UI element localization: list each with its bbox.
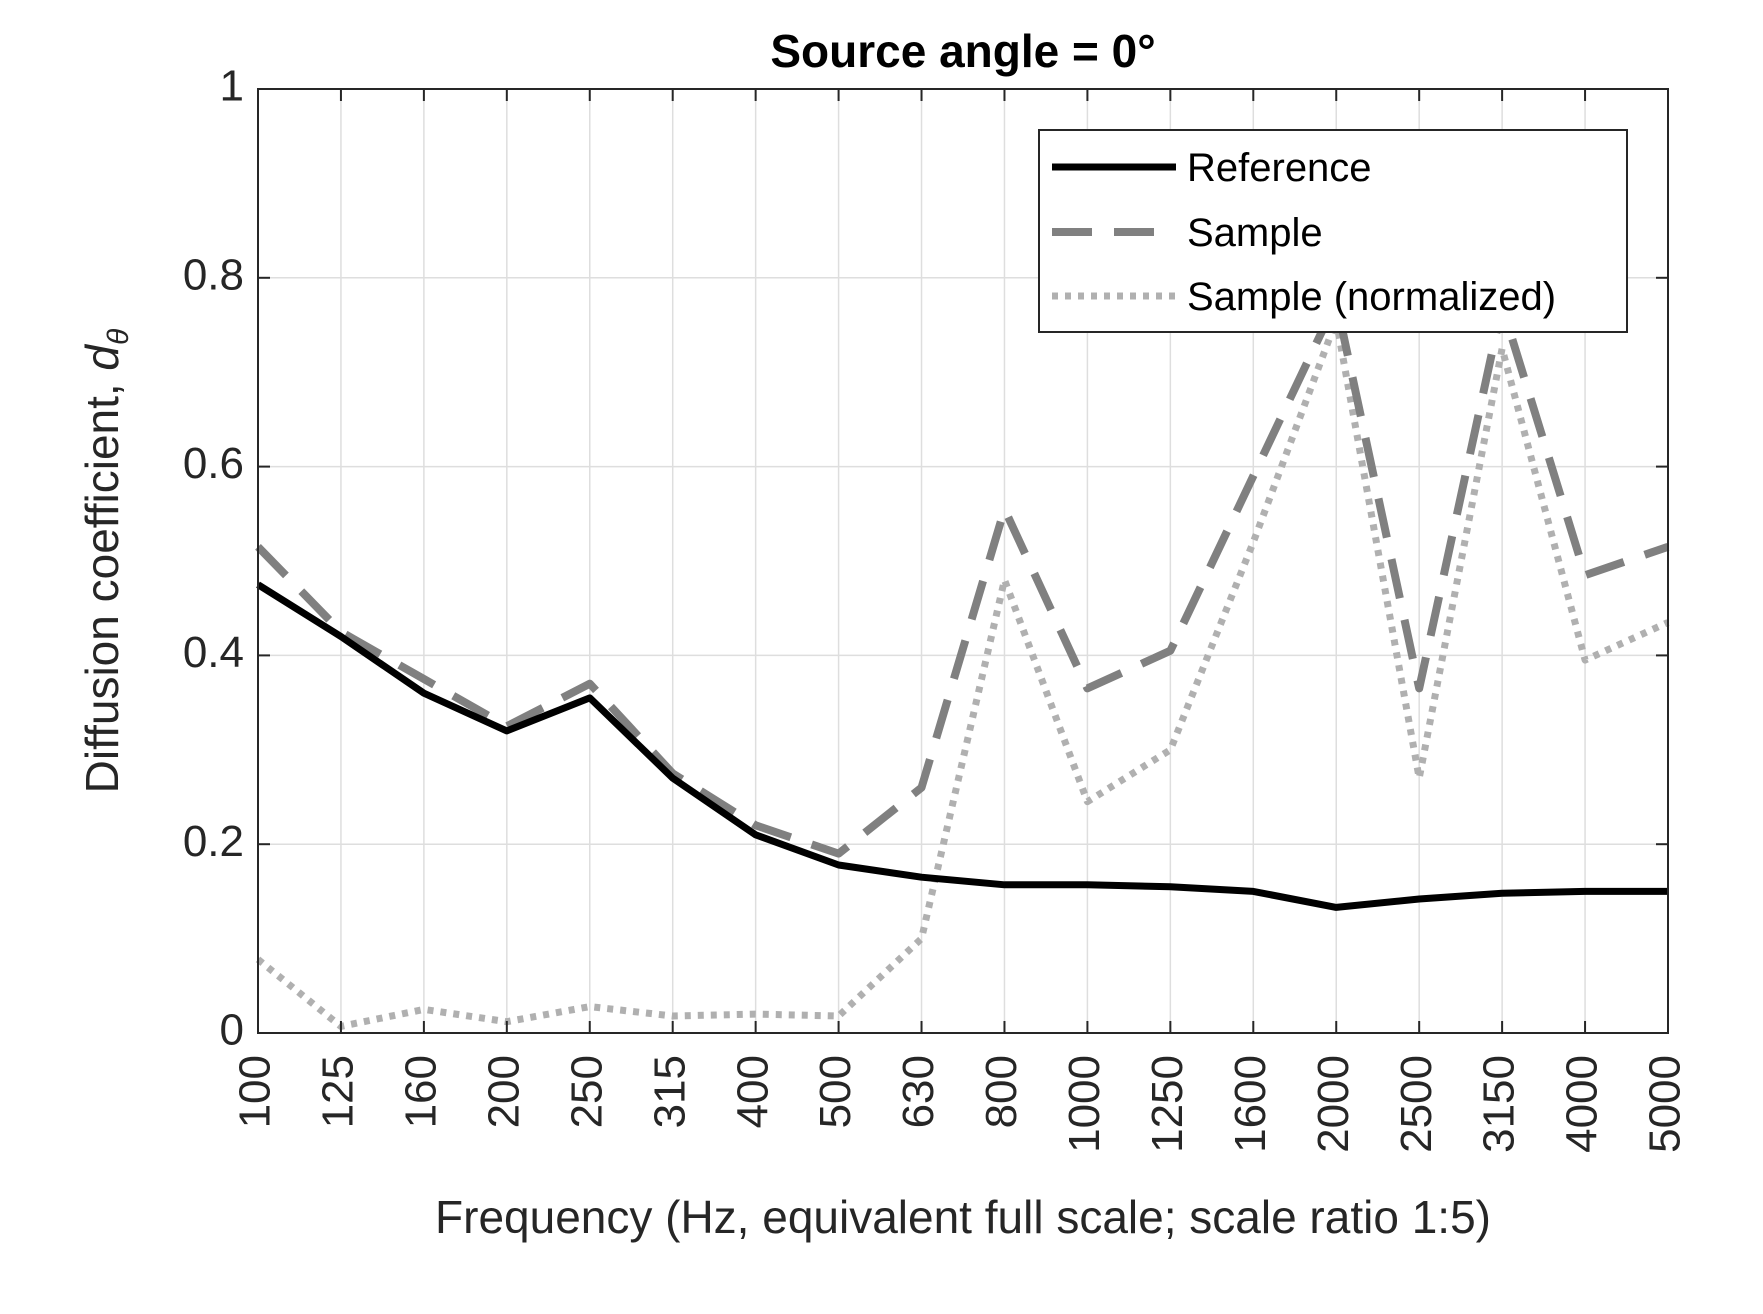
x-tick-label: 250 <box>562 1055 611 1128</box>
y-axis-label-text: Diffusion coefficient, <box>76 371 128 794</box>
x-tick-label: 3150 <box>1475 1055 1524 1153</box>
series-line-reference <box>256 581 1668 911</box>
y-tick-label: 0.2 <box>183 817 244 866</box>
y-axis-label-subscript: θ <box>102 328 135 345</box>
x-tick-label: 630 <box>894 1055 943 1128</box>
y-tick-label: 1 <box>220 62 244 111</box>
y-axis-ticks: 0 0.2 0.4 0.6 0.8 1 <box>183 62 1668 1055</box>
legend-label-sample: Sample <box>1187 211 1323 255</box>
y-tick-label: 0.6 <box>183 439 244 488</box>
chart-title: Source angle = 0° <box>770 25 1155 77</box>
x-tick-label: 4000 <box>1558 1055 1607 1153</box>
x-tick-label: 125 <box>314 1055 363 1128</box>
x-tick-label: 800 <box>977 1055 1026 1128</box>
x-tick-label: 100 <box>231 1055 280 1128</box>
legend-label-reference: Reference <box>1187 146 1372 190</box>
y-tick-label: 0 <box>220 1006 244 1055</box>
x-tick-label: 1000 <box>1060 1055 1109 1153</box>
y-tick-label: 0.4 <box>183 628 244 677</box>
y-tick-label: 0.8 <box>183 250 244 299</box>
y-axis-label: Diffusion coefficient, dθ <box>76 328 135 793</box>
x-tick-label: 500 <box>811 1055 860 1128</box>
x-tick-label: 2500 <box>1392 1055 1441 1153</box>
x-tick-label: 315 <box>645 1055 694 1128</box>
x-tick-label: 160 <box>397 1055 446 1128</box>
y-axis-label-symbol: d <box>76 344 128 371</box>
x-axis-ticks: 100 125 160 200 250 315 400 500 630 800 1000 1250 16… <box>231 89 1690 1153</box>
series-line-sample-normalized <box>255 316 1670 1030</box>
series-line-sample <box>255 297 1670 858</box>
x-tick-label: 1250 <box>1143 1055 1192 1153</box>
x-tick-label: 2000 <box>1309 1055 1358 1153</box>
x-tick-label: 200 <box>479 1055 528 1128</box>
x-tick-label: 5000 <box>1641 1055 1690 1153</box>
legend-label-sample-normalized: Sample (normalized) <box>1187 275 1556 319</box>
plot-frame <box>257 88 1669 1034</box>
series-layer <box>255 297 1670 1030</box>
x-tick-label: 400 <box>728 1055 777 1128</box>
x-axis-label: Frequency (Hz, equivalent full scale; sc… <box>435 1191 1491 1243</box>
legend: Reference Sample Sample (normalized) <box>1038 129 1628 333</box>
x-tick-label: 1600 <box>1226 1055 1275 1153</box>
